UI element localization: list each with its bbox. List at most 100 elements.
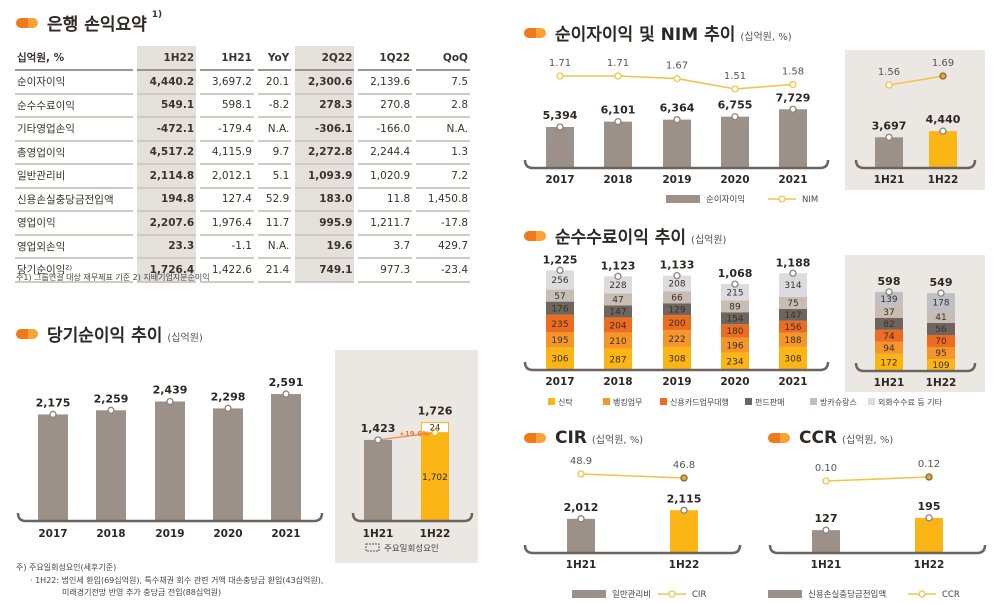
table-cell: 1,211.7 bbox=[358, 212, 413, 236]
title-marker-icon bbox=[524, 230, 546, 241]
segment-value-label: 180 bbox=[726, 327, 743, 337]
table-row: 순수수료이익 549.1 598.1 -8.2 278.3 270.8 2.8 bbox=[15, 94, 470, 118]
legend-line-marker bbox=[668, 590, 676, 598]
summary-footnote: 주1) 그룹연결 대상 재무제표 기준 2) 지배기업지분순이익 bbox=[16, 273, 210, 282]
category-label: 1H22 bbox=[669, 559, 700, 571]
bar-value-label: 6,101 bbox=[601, 104, 636, 117]
table-row: 영업이익 2,207.6 1,976.4 11.7 995.9 1,211.7 -17.8 bbox=[15, 212, 470, 236]
stack-segment bbox=[779, 320, 807, 333]
category-label: 2019 bbox=[662, 376, 691, 388]
chart-panel bbox=[845, 255, 985, 392]
table-cell: -1.1 bbox=[200, 236, 254, 259]
stack-segment bbox=[604, 293, 632, 306]
total-value-label: 1,068 bbox=[718, 267, 753, 280]
table-cell: 977.3 bbox=[358, 259, 413, 283]
bar-value-label: 2,175 bbox=[36, 396, 71, 409]
bar-top-marker bbox=[614, 117, 622, 126]
segment-value-label: 306 bbox=[551, 355, 568, 365]
table-row: 영업외손익 23.3 -1.1 N.A. 19.6 3.7 429.7 bbox=[15, 235, 470, 259]
bar-value-label: 2,259 bbox=[94, 392, 129, 405]
segment-value-label: 176 bbox=[551, 304, 568, 314]
table-cell: 5.1 bbox=[257, 165, 292, 189]
table-cell: 4,440.2 bbox=[137, 71, 197, 95]
segment-value-label: 215 bbox=[726, 288, 743, 298]
axis-bracket bbox=[523, 159, 830, 170]
summary-title-sup: 1) bbox=[151, 10, 163, 20]
axis-bracket bbox=[16, 512, 324, 523]
segment-value-label: 74 bbox=[883, 332, 895, 342]
bar-value-label: 6,364 bbox=[660, 102, 695, 115]
segment-value-label: 195 bbox=[551, 336, 568, 346]
table-cell: 749.1 bbox=[295, 259, 355, 283]
stack-segment bbox=[604, 305, 632, 318]
category-label: 2018 bbox=[603, 174, 632, 186]
table-cell: 2,272.8 bbox=[295, 141, 355, 165]
bar-top-marker bbox=[374, 436, 382, 444]
legend-label: 신용카드업무대행 bbox=[670, 397, 729, 407]
table-header-row: 십억원, % 1H22 1H21 YoY 2Q22 1Q22 QoQ bbox=[15, 46, 470, 71]
bar-value-label: 5,394 bbox=[543, 109, 578, 122]
segment-value-label: 41 bbox=[935, 313, 946, 323]
onetime-note-line: 미래경기전망 반영 추가 충당금 전입(88십억원) bbox=[62, 588, 222, 597]
net-income-unit: (십억원) bbox=[167, 333, 203, 344]
category-label: 2019 bbox=[155, 528, 184, 540]
category-label: 1H21 bbox=[874, 377, 905, 389]
bar-top-marker bbox=[885, 133, 893, 141]
category-label: 2020 bbox=[720, 174, 749, 186]
line-value-label: 46.8 bbox=[673, 460, 695, 471]
bar bbox=[812, 530, 840, 553]
table-cell: 23.3 bbox=[137, 235, 197, 259]
col-header: 1H22 bbox=[137, 46, 197, 71]
stack-segment bbox=[546, 289, 574, 302]
segment-value-label: 188 bbox=[784, 336, 801, 346]
bar bbox=[38, 414, 68, 521]
ccr-unit: (십억원, %) bbox=[842, 435, 894, 446]
category-label: 1H22 bbox=[914, 559, 945, 571]
row-label: 기타영업손익 bbox=[15, 118, 133, 142]
title-marker-icon bbox=[524, 433, 546, 443]
line-point bbox=[789, 80, 797, 89]
segment-value-label: 139 bbox=[880, 295, 897, 305]
category-label: 2017 bbox=[545, 376, 574, 388]
bar-top-marker bbox=[789, 105, 797, 113]
line-point bbox=[614, 72, 622, 80]
segment-value-label: 256 bbox=[551, 276, 568, 286]
legend-swatch bbox=[548, 398, 555, 405]
title-marker-icon bbox=[768, 433, 790, 443]
stack-segment bbox=[604, 332, 632, 349]
row-label: 일반관리비 bbox=[15, 165, 133, 189]
bar-top-marker bbox=[673, 271, 681, 280]
stack-segment bbox=[875, 305, 903, 318]
bar-top-marker bbox=[937, 289, 945, 297]
table-row: 일반관리비 2,114.8 2,012.1 5.1 1,093.9 1,020.9 7.2 bbox=[15, 165, 470, 189]
table-cell: 1,976.4 bbox=[200, 212, 254, 236]
stack-segment bbox=[604, 348, 632, 370]
table-cell: 4,115.9 bbox=[200, 142, 254, 165]
legend-label: 방카슈랑스 bbox=[820, 397, 857, 407]
segment-value-label: 314 bbox=[784, 281, 801, 291]
table-cell: 11.7 bbox=[257, 212, 292, 236]
stack-segment bbox=[875, 353, 903, 371]
bar-core bbox=[421, 432, 449, 521]
bar-top-marker bbox=[107, 406, 115, 414]
bar bbox=[875, 137, 903, 168]
table-cell: 2,012.1 bbox=[200, 165, 254, 189]
axis-bracket bbox=[351, 512, 474, 523]
table-cell: 127.4 bbox=[200, 189, 254, 212]
stack-segment bbox=[721, 284, 749, 301]
table-row: 순이자이익 4,440.2 3,697.2 20.1 2,300.6 2,139.6 7.5 bbox=[15, 71, 470, 95]
segment-value-label: 172 bbox=[880, 359, 897, 369]
fee-title-text: 순수수료이익 추이 bbox=[555, 228, 687, 248]
table-cell: N.A. bbox=[257, 118, 292, 142]
stack-segment bbox=[927, 293, 955, 311]
segment-value-label: 308 bbox=[784, 355, 801, 365]
table-cell: 2,139.6 bbox=[358, 71, 413, 95]
bar bbox=[670, 510, 698, 553]
col-header: 1H21 bbox=[200, 46, 254, 71]
table-row: 기타영업손익 -472.1 -179.4 N.A. -306.1 -166.0 N.A. bbox=[15, 118, 470, 142]
stack-segment bbox=[779, 332, 807, 347]
legend-label: 주요일회성요인 bbox=[384, 543, 439, 554]
bar-value-label: 2,115 bbox=[667, 492, 702, 505]
segment-value-label: 156 bbox=[784, 323, 801, 333]
table-cell: -306.1 bbox=[295, 118, 355, 142]
